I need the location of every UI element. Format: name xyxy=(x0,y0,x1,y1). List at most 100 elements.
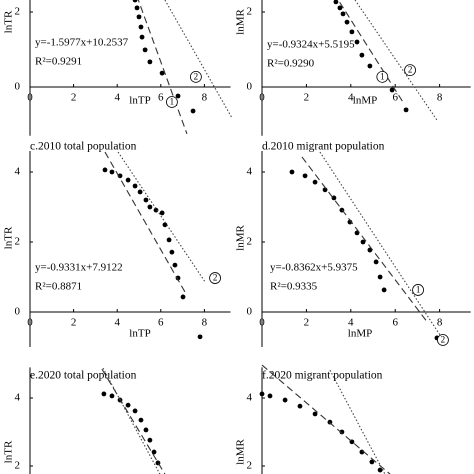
marker-label: 2 xyxy=(441,335,446,345)
marker-label: 1 xyxy=(416,285,421,295)
data-point xyxy=(389,87,395,93)
x-tick-label: 6 xyxy=(158,92,164,104)
data-point xyxy=(302,173,308,179)
x-tick-label: 4 xyxy=(114,317,120,329)
marker-label: 2 xyxy=(213,273,218,283)
data-point xyxy=(267,393,273,399)
data-point xyxy=(136,14,142,20)
data-point xyxy=(360,239,366,245)
data-point xyxy=(197,334,203,340)
x-tick-label: 8 xyxy=(202,317,208,329)
y-tick-label: 0 xyxy=(247,81,253,93)
data-point xyxy=(169,249,175,255)
x-tick-label: 6 xyxy=(392,317,398,329)
r-squared: R²=0.9335 xyxy=(270,281,318,293)
y-tick-label: 0 xyxy=(15,306,21,318)
y-tick-label: 4 xyxy=(247,166,253,178)
x-tick-label: 6 xyxy=(158,317,164,329)
data-point xyxy=(151,449,157,455)
marker-circle xyxy=(437,334,449,346)
data-point xyxy=(369,459,375,465)
data-point xyxy=(377,274,383,280)
data-point xyxy=(340,11,346,17)
data-point xyxy=(297,403,303,409)
fit-line xyxy=(137,0,188,135)
y-tick-label: 2 xyxy=(247,460,253,472)
data-point xyxy=(381,287,387,293)
equation: y=-0.9331x+7.9122 xyxy=(35,262,123,274)
data-point xyxy=(138,417,144,423)
data-point xyxy=(172,262,178,268)
reference-line xyxy=(164,0,233,119)
marker-circle xyxy=(166,96,178,108)
data-point xyxy=(190,108,196,114)
data-point xyxy=(180,294,186,300)
panel-title: c.2010 total population xyxy=(30,141,137,153)
x-tick-label: 4 xyxy=(348,92,354,104)
data-point xyxy=(109,169,115,175)
data-point xyxy=(367,63,373,69)
r-squared: R²=0.8871 xyxy=(35,281,82,293)
fit-line xyxy=(339,1,405,105)
data-point xyxy=(125,402,131,408)
data-point xyxy=(289,169,295,175)
y-axis-label: lnMR xyxy=(235,439,247,465)
y-axis-label: lnTR xyxy=(3,226,15,249)
marker-label: 2 xyxy=(194,71,199,81)
marker-circle xyxy=(412,284,424,296)
reference-line xyxy=(329,369,386,474)
equation: y=-1.5977x+10.2537 xyxy=(35,37,129,49)
fit-line xyxy=(261,364,391,474)
data-point xyxy=(354,39,360,45)
data-point xyxy=(134,5,140,11)
data-point xyxy=(359,52,365,58)
y-tick-label: 2 xyxy=(247,236,253,248)
marker-label: 1 xyxy=(380,71,385,81)
data-point xyxy=(159,210,165,216)
y-tick-label: 2 xyxy=(15,236,21,248)
y-tick-label: 0 xyxy=(247,306,253,318)
data-point xyxy=(137,189,143,195)
data-point xyxy=(143,427,149,433)
x-axis-label: lnMP xyxy=(353,95,377,107)
y-tick-label: 0 xyxy=(15,81,21,93)
marker-circle xyxy=(209,272,221,284)
data-point xyxy=(162,222,168,228)
data-point xyxy=(259,391,265,397)
fit-line xyxy=(104,151,186,293)
marker-circle xyxy=(376,70,389,83)
x-tick-label: 8 xyxy=(202,92,208,104)
reference-line xyxy=(319,151,441,336)
x-tick-label: 0 xyxy=(27,92,33,104)
data-point xyxy=(312,411,318,417)
data-point xyxy=(349,29,355,35)
x-tick-label: 2 xyxy=(71,317,77,329)
x-tick-label: 2 xyxy=(304,317,310,329)
data-point xyxy=(373,259,379,265)
reference-line xyxy=(117,151,206,283)
y-axis-label: lnTR xyxy=(3,440,15,463)
data-point xyxy=(344,19,350,25)
x-axis-label: lnTP xyxy=(129,328,150,340)
data-point xyxy=(147,59,153,65)
marker-label: 1 xyxy=(170,97,175,107)
data-point xyxy=(333,0,339,5)
y-tick-label: 4 xyxy=(15,392,21,404)
data-point xyxy=(102,167,108,173)
marker-circle xyxy=(404,64,416,77)
x-tick-label: 2 xyxy=(304,92,310,104)
fit-line xyxy=(301,156,427,322)
y-axis-label: lnMR xyxy=(235,9,247,35)
reference-line xyxy=(102,367,161,474)
y-tick-label: 4 xyxy=(15,166,21,178)
y-axis-label: lnMR xyxy=(235,225,247,251)
data-point xyxy=(166,237,172,243)
y-tick-label: 2 xyxy=(15,460,21,472)
marker-label: 2 xyxy=(408,65,413,75)
y-tick-label: 2 xyxy=(247,6,253,18)
x-axis-label: lnMP xyxy=(348,328,372,340)
data-point xyxy=(147,204,153,210)
data-point xyxy=(125,177,131,183)
x-tick-label: 6 xyxy=(392,92,398,104)
